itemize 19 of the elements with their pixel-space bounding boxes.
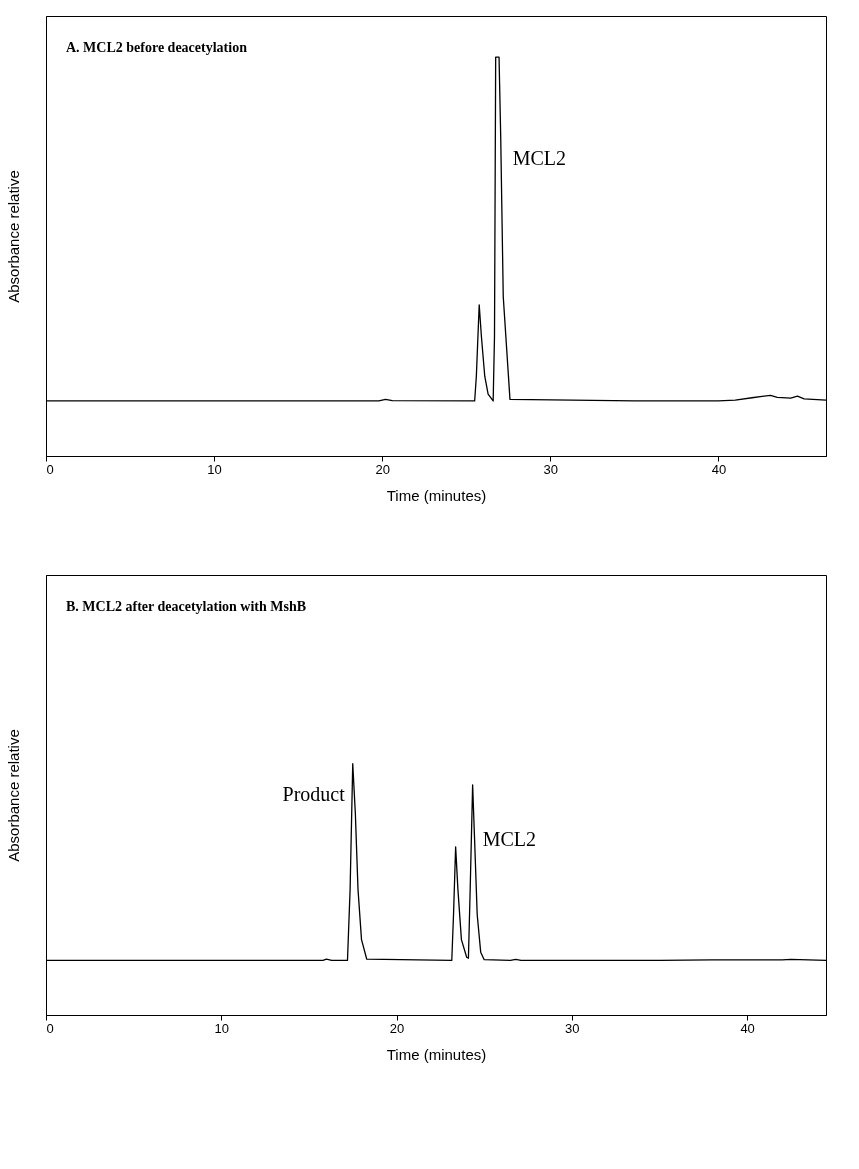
x-tick-label: 0 [46, 1020, 54, 1036]
x-tick-label: 20 [389, 1020, 405, 1036]
annotation: MCL2 [482, 827, 536, 850]
x-tick-label: 10 [207, 461, 222, 477]
x-tick-label: 30 [543, 461, 559, 477]
x-axis-title: Time (minutes) [386, 486, 487, 504]
x-tick-label: 20 [375, 461, 390, 477]
chart-title: A. MCL2 before deacetylation [66, 40, 248, 55]
y-axis-title: Absorbance relative [4, 170, 22, 303]
annotation: MCL2 [512, 146, 567, 169]
y-axis-title: Absorbance relative [4, 729, 22, 862]
x-tick-label: 10 [214, 1020, 230, 1036]
x-axis-title: Time (minutes) [386, 1045, 487, 1063]
annotation: Product [282, 782, 346, 805]
x-tick-label: 40 [740, 1020, 755, 1036]
x-tick-label: 0 [46, 461, 54, 477]
x-tick-label: 40 [711, 461, 727, 477]
chart-title: B. MCL2 after deacetylation with MshB [66, 599, 307, 614]
x-tick-label: 30 [565, 1020, 580, 1036]
